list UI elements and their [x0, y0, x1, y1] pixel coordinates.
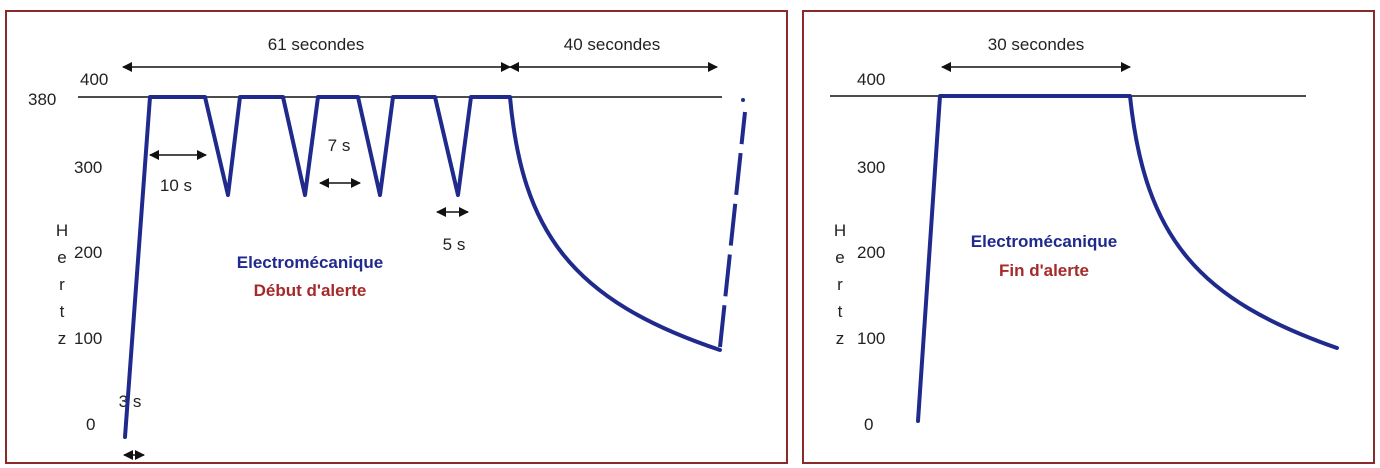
left-panel-frame	[5, 10, 788, 464]
left-subtitle: Début d'alerte	[254, 281, 367, 300]
left-y-tick-380: 380	[28, 90, 56, 109]
left-label-61-seconds: 61 secondes	[268, 35, 364, 54]
right-frequency-curve	[916, 94, 1339, 423]
right-y-tick-0: 0	[864, 415, 873, 434]
right-y-tick-100: 100	[857, 329, 885, 348]
left-restart-dashed-curve	[718, 111, 747, 348]
left-title: Electromécanique	[237, 253, 383, 272]
left-y-tick-0: 0	[86, 415, 95, 434]
left-label-3-s: 3 s	[119, 392, 142, 411]
right-panel-frame	[802, 10, 1375, 464]
left-label-5-s: 5 s	[443, 235, 466, 254]
right-y-tick-200: 200	[857, 243, 885, 262]
left-label-7-s: 7 s	[328, 136, 351, 155]
left-y-tick-400: 400	[80, 70, 108, 89]
left-frequency-curve	[123, 95, 722, 439]
left-y-tick-200: 200	[74, 243, 102, 262]
left-y-tick-300: 300	[74, 158, 102, 177]
left-curve-end-dot	[741, 98, 745, 102]
right-y-tick-400: 400	[857, 70, 885, 89]
left-y-tick-100: 100	[74, 329, 102, 348]
left-label-40-seconds: 40 secondes	[564, 35, 660, 54]
right-subtitle: Fin d'alerte	[999, 261, 1089, 280]
left-label-10-s: 10 s	[160, 176, 192, 195]
right-label-30-seconds: 30 secondes	[988, 35, 1084, 54]
right-title: Electromécanique	[971, 232, 1117, 251]
right-y-tick-300: 300	[857, 158, 885, 177]
